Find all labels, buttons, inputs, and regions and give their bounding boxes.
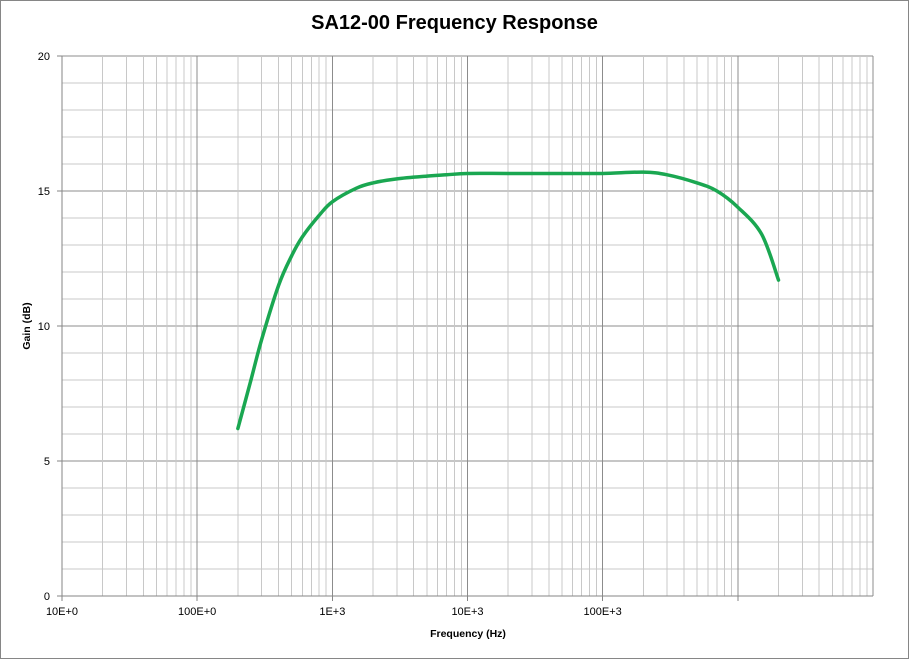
x-tick-label: 1E+3 — [319, 606, 345, 618]
tick-labels: 0 5 10 15 20 10E+0 100E+0 1E+3 10E+3 100E+3 — [38, 51, 739, 618]
y-axis-title: Gain (dB) — [21, 302, 33, 349]
x-axis-title: Frequency (Hz) — [430, 628, 506, 640]
y-tick-label: 15 — [38, 186, 50, 198]
y-tick-label: 5 — [44, 456, 50, 468]
y-tick-label: 20 — [38, 51, 50, 63]
x-tick-label: 10E+3 — [451, 606, 483, 618]
x-tick-label: 100E+0 — [178, 606, 216, 618]
x-tick-label: 10E+0 — [46, 606, 78, 618]
y-tick-label: 0 — [44, 591, 50, 603]
y-tick-label: 10 — [38, 321, 50, 333]
grid-lines — [61, 55, 874, 597]
series-line — [236, 170, 781, 431]
x-tick-label: 100E+3 — [584, 606, 622, 618]
series-group — [236, 170, 781, 431]
chart-title: SA12-00 Frequency Response — [311, 12, 598, 34]
